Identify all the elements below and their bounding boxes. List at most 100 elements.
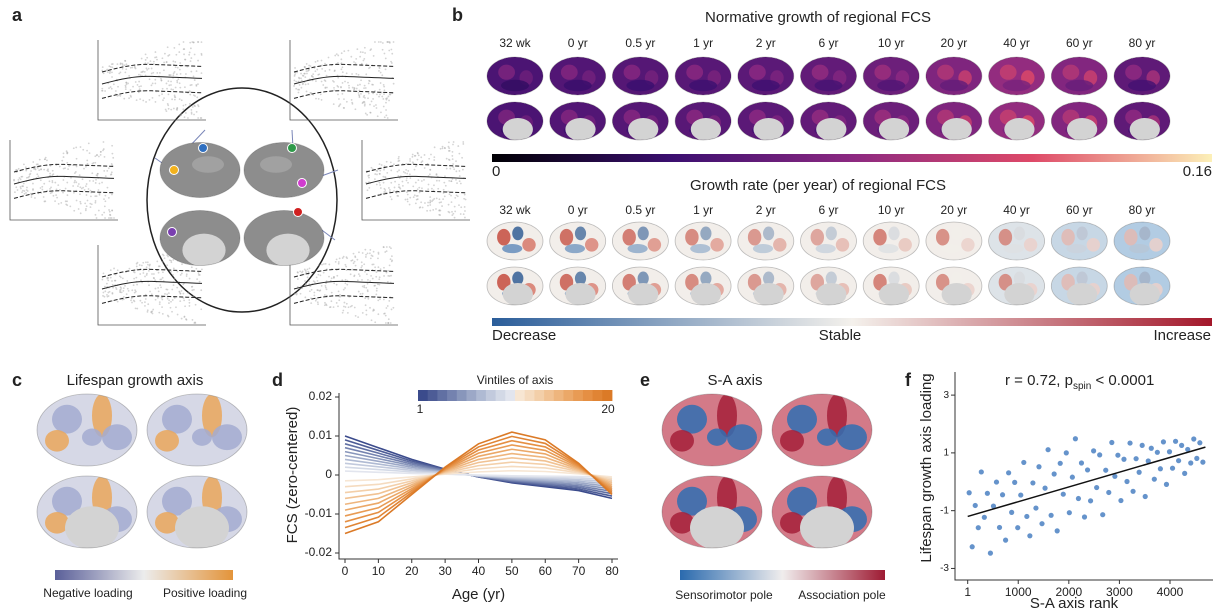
mini-dot	[377, 266, 379, 268]
mini-dot	[112, 63, 114, 65]
mini-dot	[139, 273, 141, 275]
mini-dot	[80, 212, 82, 214]
outline	[147, 88, 337, 312]
mini-dot	[361, 279, 363, 281]
mini-dot	[389, 275, 391, 277]
mini-dot	[20, 178, 22, 180]
mini-dot	[189, 42, 191, 44]
mini-dot	[36, 164, 38, 166]
mini-dot	[362, 293, 364, 295]
mini-dot	[390, 247, 392, 249]
mini-dot	[353, 253, 355, 255]
mini-dot	[103, 292, 105, 294]
mini-dot	[53, 195, 55, 197]
mini-dot	[295, 81, 297, 83]
mini-dot	[182, 283, 184, 285]
mini-dot	[191, 289, 193, 291]
mini-dot	[358, 92, 360, 94]
mini-dot	[20, 188, 22, 190]
mini-dot	[350, 56, 352, 58]
mini-dot	[297, 278, 299, 280]
mini-dot	[375, 104, 377, 106]
brain-region	[700, 227, 711, 241]
legend-swatch	[505, 390, 515, 401]
brain-region	[498, 65, 515, 80]
mini-dot	[82, 149, 84, 151]
mini-dot	[179, 82, 181, 84]
age-label: 20 yr	[941, 36, 968, 50]
mini-dot	[360, 93, 362, 95]
mini-dot	[166, 293, 168, 295]
mini-dot	[50, 187, 52, 189]
legend-swatch	[515, 390, 525, 401]
mini-dot	[174, 278, 176, 280]
mini-dot	[111, 145, 113, 147]
mini-dot	[418, 187, 420, 189]
scatter-point	[1000, 492, 1005, 497]
mini-dot	[152, 72, 154, 74]
mini-dot	[360, 293, 362, 295]
mini-dot	[136, 284, 138, 286]
mini-dot	[179, 98, 181, 100]
brain-region	[749, 65, 766, 80]
brain-region	[874, 65, 891, 80]
mini-dot	[135, 68, 137, 70]
panel-c: Lifespan growth axis Negative loading Po…	[37, 372, 247, 600]
brain-region	[748, 229, 761, 246]
mini-dot	[300, 293, 302, 295]
brain	[926, 57, 982, 95]
mini-dot	[450, 180, 452, 182]
mini-dot	[419, 192, 421, 194]
mini-dot	[80, 203, 82, 205]
colorbar	[492, 318, 1212, 326]
mini-dot	[324, 285, 326, 287]
scatter-point	[1009, 510, 1014, 515]
mini-dot	[104, 195, 106, 197]
mini-dot	[438, 210, 440, 212]
mini-dot	[144, 305, 146, 307]
mini-dot	[162, 254, 164, 256]
mini-dot	[379, 276, 381, 278]
mini-dot	[191, 113, 193, 115]
mini-dot	[159, 301, 161, 303]
scatter-point	[1109, 440, 1114, 445]
scatter-point	[1052, 471, 1057, 476]
mini-dot	[384, 53, 386, 55]
medial-wall	[266, 234, 309, 267]
mini-dot	[146, 274, 148, 276]
mini-dot	[196, 96, 198, 98]
mini-dot	[334, 55, 336, 57]
mini-dot	[172, 89, 174, 91]
mini-dot	[73, 192, 75, 194]
mini-dot	[354, 256, 356, 258]
mini-dot	[301, 87, 303, 89]
brain	[863, 102, 919, 141]
mini-dot	[346, 284, 348, 286]
mini-dot	[393, 41, 395, 43]
region-dot	[288, 144, 297, 153]
mini-dot	[174, 71, 176, 73]
mini-dot	[439, 202, 441, 204]
mini-dot	[159, 72, 161, 74]
brain-region	[873, 229, 886, 246]
mini-dot	[359, 56, 361, 58]
scatter-point	[1140, 443, 1145, 448]
mini-dot	[52, 170, 54, 172]
mini-dot	[385, 307, 387, 309]
panel-title: Normative growth of regional FCS	[705, 9, 931, 26]
mini-dot	[111, 171, 113, 173]
brain	[612, 267, 668, 306]
mini-dot	[333, 89, 335, 91]
mini-dot	[379, 163, 381, 165]
mini-dot	[111, 88, 113, 90]
mini-dot	[386, 172, 388, 174]
mini-dot	[433, 156, 435, 158]
mini-dot	[304, 280, 306, 282]
mini-dot	[119, 291, 121, 293]
brain-region	[502, 244, 522, 253]
mini-dot	[452, 151, 454, 153]
mini-dot	[109, 211, 111, 213]
mini-dot	[427, 205, 429, 207]
mini-dot	[385, 69, 387, 71]
mini-dot	[172, 299, 174, 301]
